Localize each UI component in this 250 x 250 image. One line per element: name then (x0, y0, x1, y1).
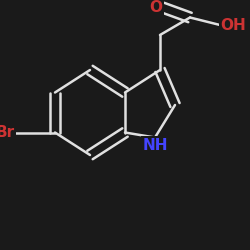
Text: Br: Br (0, 125, 15, 140)
Text: OH: OH (220, 18, 246, 32)
Text: O: O (150, 0, 162, 15)
Text: NH: NH (142, 138, 168, 152)
